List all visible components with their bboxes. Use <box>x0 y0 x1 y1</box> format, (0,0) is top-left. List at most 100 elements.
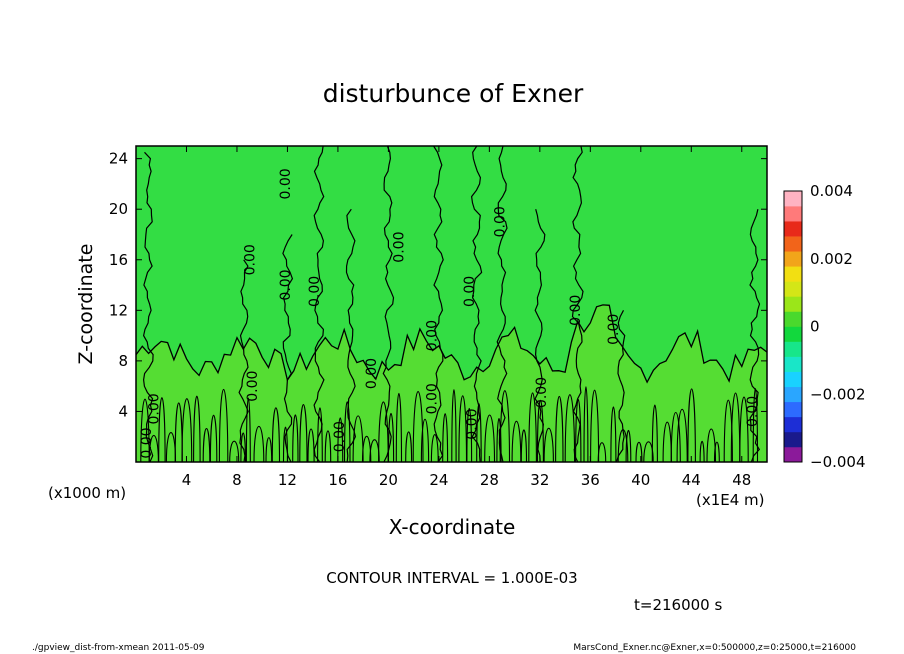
contour-line <box>687 388 696 463</box>
contour-line <box>635 441 643 463</box>
contour-line <box>571 145 584 463</box>
y-axis-ticks: 4 8 12 16 20 24 <box>109 150 767 420</box>
contour-line <box>337 417 344 463</box>
x-tick-label: 40 <box>631 471 650 489</box>
contour-line <box>564 394 576 463</box>
contour-line <box>433 145 444 463</box>
contour-line <box>307 428 315 463</box>
colorbar-tick-label: 0.002 <box>810 250 853 268</box>
colorbar-swatch <box>784 281 802 297</box>
contour-line <box>699 440 705 463</box>
x-tick-label: 24 <box>429 471 448 489</box>
colorbar-tick-labels: 0.004 0.002 0 −0.002 −0.004 <box>810 182 866 471</box>
x-tick-label: 16 <box>328 471 347 489</box>
contour-line <box>140 398 150 463</box>
contour-line <box>534 209 546 463</box>
y-tick-label: 8 <box>118 352 128 370</box>
contour-line <box>142 151 154 463</box>
y-tick-label: 24 <box>109 150 128 168</box>
contour-label: 0.00 <box>606 314 622 345</box>
contour-line <box>313 145 325 463</box>
contour-line <box>282 234 294 463</box>
contour-line <box>466 408 473 463</box>
contour-line <box>378 401 389 463</box>
contour-line <box>324 430 332 463</box>
colorbar-swatch <box>784 386 802 403</box>
x-tick-label: 48 <box>732 471 751 489</box>
contour-label: 0.00 <box>493 206 509 237</box>
contour-line <box>617 429 629 463</box>
contour-label: 0.00 <box>332 421 348 452</box>
x-tick-label: 12 <box>278 471 297 489</box>
contour-line <box>317 407 323 463</box>
colorbar-swatch <box>784 431 802 448</box>
colorbar-tick-label: 0 <box>810 318 820 336</box>
colorbar-swatch <box>784 251 802 267</box>
contour-line <box>536 399 544 463</box>
contour-line <box>451 389 457 463</box>
contour-line <box>265 437 273 463</box>
colorbar-swatch <box>784 446 802 463</box>
contour-line <box>739 396 749 463</box>
y-axis-label: Z-coordinate <box>75 244 97 365</box>
contour-line <box>343 401 351 463</box>
colorbar-swatch <box>784 371 802 388</box>
contour-line <box>299 404 308 463</box>
colorbar-swatch <box>784 266 802 282</box>
contour-line <box>442 413 449 463</box>
contour-line <box>282 426 289 463</box>
contour-line <box>181 398 193 463</box>
contour-line <box>193 395 201 463</box>
colorbar-swatch <box>784 341 802 357</box>
contour-line <box>670 411 681 463</box>
contour-line <box>590 389 600 463</box>
contour-label: 0.00 <box>278 269 294 300</box>
x-tick-label: 28 <box>480 471 499 489</box>
contour-line <box>528 392 537 463</box>
contour-label: 0.00 <box>307 276 323 307</box>
colorbar-tick-label: −0.002 <box>810 385 866 403</box>
contour-label: 0.00 <box>568 295 584 326</box>
x-tick-label: 8 <box>232 471 242 489</box>
contour-label: 0.00 <box>245 371 261 402</box>
contour-line <box>555 395 564 463</box>
x-axis-ticks: 4 8 12 16 20 24 28 32 36 40 44 48 <box>182 146 751 489</box>
y-tick-label: 4 <box>118 402 128 420</box>
contour-line <box>395 392 403 463</box>
contour-label: 0.00 <box>424 320 440 351</box>
contour-line <box>430 434 439 463</box>
contour-line <box>749 209 761 463</box>
contour-line <box>229 440 240 463</box>
contour-line <box>643 441 654 463</box>
colorbar-swatch <box>784 296 802 312</box>
x-tick-label: 44 <box>682 471 701 489</box>
x-tick-label: 36 <box>581 471 600 489</box>
contour-line <box>292 414 299 463</box>
contour-label: 0.00 <box>745 396 761 427</box>
contour-line <box>209 414 218 463</box>
contour-lines <box>135 145 768 463</box>
colorbar-tick-label: 0.004 <box>810 182 853 200</box>
contour-line <box>511 421 522 463</box>
contour-boundary <box>135 304 768 384</box>
contour-label: 0.00 <box>139 427 155 458</box>
y-axis-unit: (x1000 m) <box>48 484 126 502</box>
contour-label: 0.00 <box>462 276 478 307</box>
colorbar-swatch <box>784 356 802 372</box>
contour-label: 0.00 <box>465 409 481 440</box>
contour-line <box>382 145 395 463</box>
contour-line <box>484 414 496 463</box>
contour-line <box>610 406 617 463</box>
contour-line <box>352 415 364 463</box>
contour-line <box>597 442 607 463</box>
contour-line <box>752 388 759 463</box>
plot-frame <box>135 145 768 463</box>
contour-line <box>245 397 251 463</box>
x-tick-label: 32 <box>530 471 549 489</box>
contour-label: 0.00 <box>392 232 408 263</box>
footer-left: ./gpview_dist-from-xmean 2011-05-09 <box>32 643 205 653</box>
contour-line <box>271 407 281 463</box>
contour-label: 0.00 <box>243 244 259 275</box>
contour-line <box>499 390 511 463</box>
